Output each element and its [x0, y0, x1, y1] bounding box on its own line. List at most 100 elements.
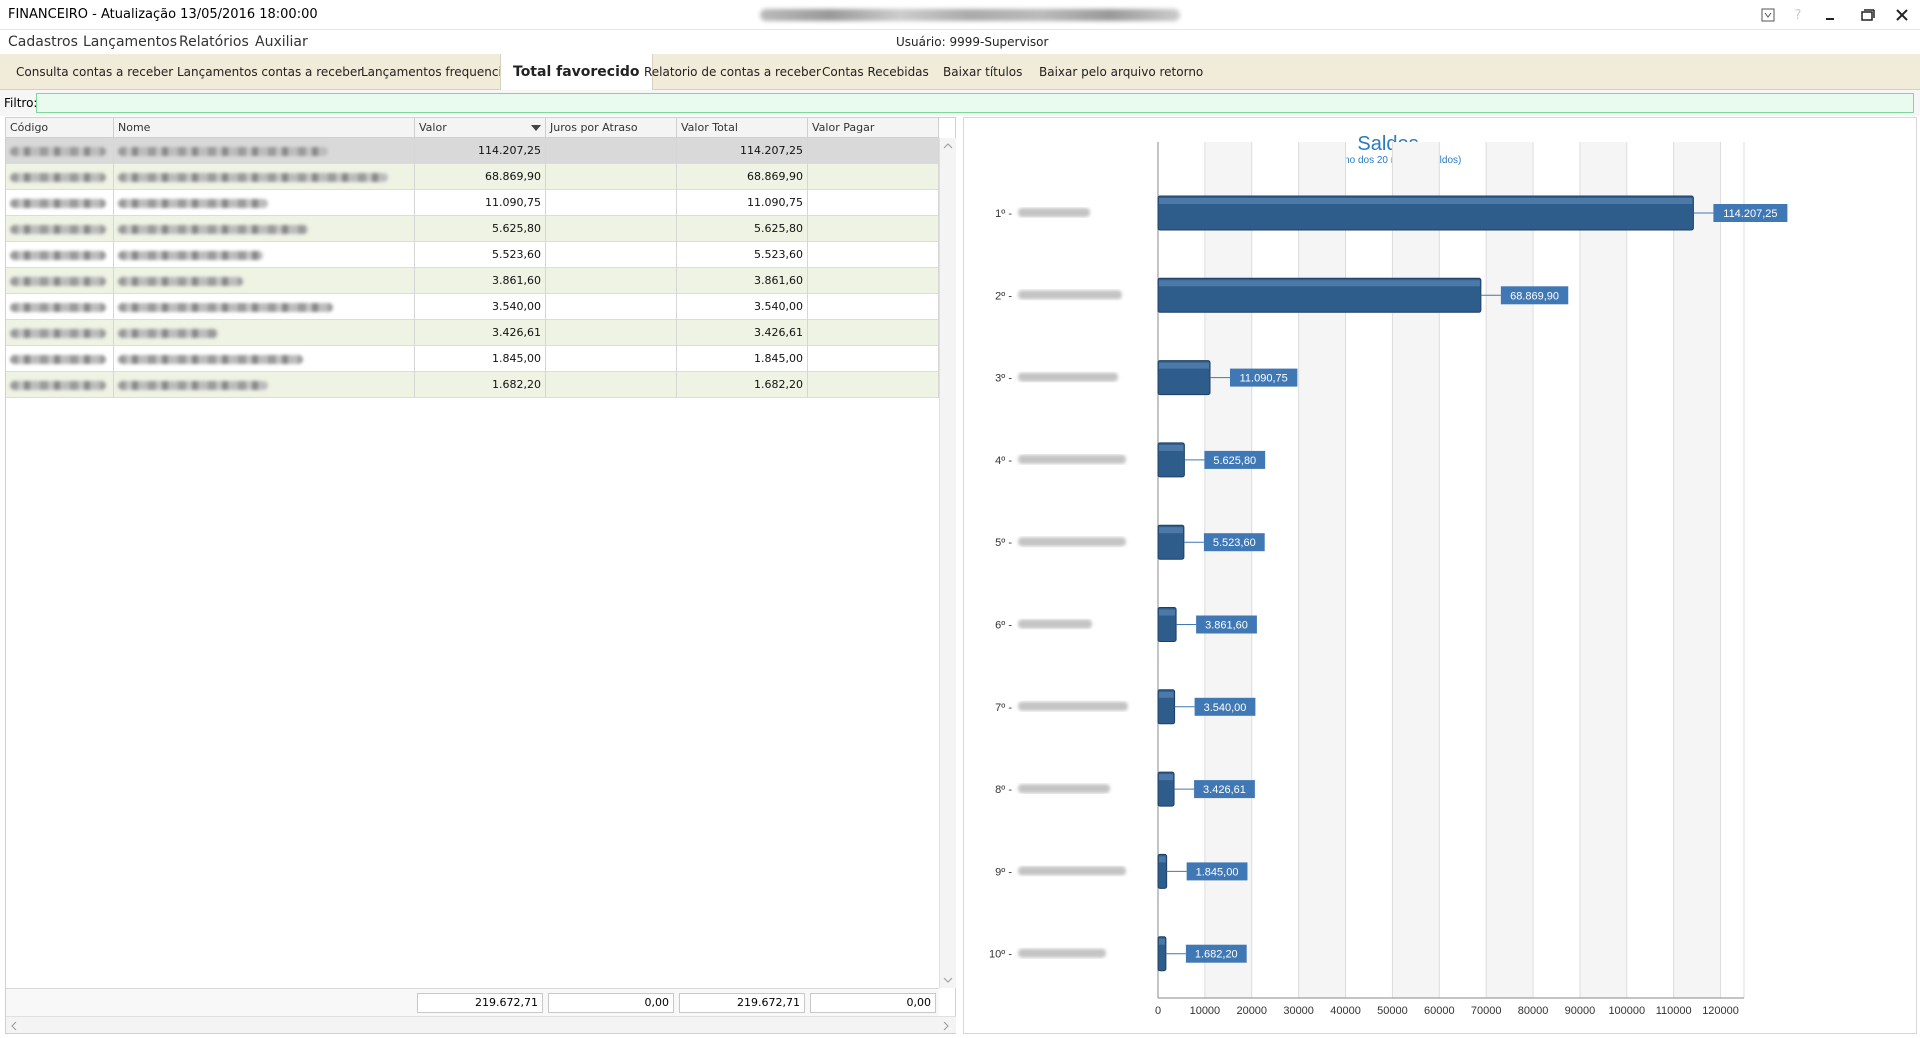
table-row[interactable]: 1.682,20 1.682,20	[6, 372, 939, 398]
restore-icon[interactable]	[1854, 4, 1882, 26]
filter-label: Filtro:	[4, 96, 38, 110]
redacted-text	[10, 303, 106, 312]
filter-input[interactable]	[36, 93, 1914, 113]
data-label: 1.682,20	[1195, 949, 1238, 961]
col-header-nome[interactable]: Nome	[114, 118, 415, 138]
redacted-category-name	[1018, 537, 1126, 547]
col-header-valor-total[interactable]: Valor Total	[677, 118, 808, 138]
redacted-text	[10, 329, 106, 338]
cell-valor: 1.845,00	[415, 346, 546, 372]
y-category-label: 3º -	[995, 373, 1012, 385]
redacted-text	[10, 225, 106, 234]
window-title: FINANCEIRO - Atualização 13/05/2016 18:0…	[8, 7, 318, 22]
cell-valor: 5.625,80	[415, 216, 546, 242]
menu-relatorios[interactable]: Relatórios	[179, 34, 249, 50]
bar-highlight	[1159, 856, 1166, 863]
tab-bar: Consulta contas a receber Lançamentos co…	[0, 54, 1920, 90]
cell-codigo	[6, 268, 114, 294]
grid-band	[1298, 142, 1346, 998]
tab-lancamentos-contas-receber[interactable]: Lançamentos contas a receber	[177, 65, 363, 79]
redacted-text	[118, 173, 388, 182]
bar	[1157, 360, 1211, 396]
tab-consulta-contas-receber[interactable]: Consulta contas a receber	[16, 65, 174, 79]
redacted-category-name	[1018, 784, 1110, 794]
redacted-text	[10, 381, 106, 390]
total-valor-total: 219.672,71	[679, 993, 805, 1013]
redacted-text	[10, 173, 106, 182]
table-row[interactable]: 5.523,60 5.523,60	[6, 242, 939, 268]
cell-valor-total: 114.207,25	[677, 138, 808, 164]
redacted-text	[118, 277, 243, 286]
cell-valor-total: 11.090,75	[677, 190, 808, 216]
bar-highlight	[1159, 609, 1176, 616]
tab-lancamentos-frequencia[interactable]: Lançamentos frequencia	[361, 65, 510, 79]
bar	[1157, 689, 1176, 725]
menu-auxiliar[interactable]: Auxiliar	[255, 34, 308, 50]
cell-nome	[114, 242, 415, 268]
cell-nome	[114, 372, 415, 398]
minimize-icon[interactable]	[1816, 4, 1844, 26]
cell-juros	[546, 346, 677, 372]
redacted-category-name	[1018, 208, 1090, 217]
col-header-codigo[interactable]: Código	[6, 118, 114, 138]
cell-juros	[546, 294, 677, 320]
cell-valor-pagar	[808, 138, 939, 164]
cell-codigo	[6, 346, 114, 372]
sort-desc-icon	[531, 125, 541, 131]
table-row[interactable]: 3.861,60 3.861,60	[6, 268, 939, 294]
tab-contas-recebidas[interactable]: Contas Recebidas	[822, 65, 929, 79]
col-header-valor[interactable]: Valor	[415, 118, 546, 138]
cell-nome	[114, 320, 415, 346]
cell-nome	[114, 294, 415, 320]
data-grid: Código Nome Valor Juros por Atraso Valor…	[5, 117, 956, 1034]
y-category-label: 10º -	[989, 949, 1012, 961]
x-tick-label: 50000	[1377, 1005, 1408, 1017]
col-header-valor-label: Valor	[419, 121, 447, 134]
grid-band	[1392, 142, 1440, 998]
grid-totals: 219.672,71 0,00 219.672,71 0,00	[6, 988, 939, 1016]
cell-nome	[114, 190, 415, 216]
vertical-scrollbar[interactable]	[939, 138, 956, 988]
bar-highlight	[1159, 527, 1183, 534]
bar-highlight	[1159, 362, 1209, 369]
horizontal-scrollbar[interactable]	[6, 1016, 956, 1033]
redacted-category-name	[1018, 701, 1128, 711]
data-label-box	[1186, 862, 1248, 881]
cell-juros	[546, 138, 677, 164]
table-row[interactable]: 68.869,90 68.869,90	[6, 164, 939, 190]
redacted-text	[118, 303, 333, 312]
tab-baixar-arquivo-retorno[interactable]: Baixar pelo arquivo retorno	[1039, 65, 1204, 79]
close-icon[interactable]	[1888, 4, 1916, 26]
cell-valor: 114.207,25	[415, 138, 546, 164]
help-icon[interactable]: ?	[1794, 7, 1802, 23]
redacted-text	[118, 251, 263, 260]
cell-valor-total: 68.869,90	[677, 164, 808, 190]
chevron-down-icon[interactable]	[1754, 4, 1782, 26]
tab-baixar-titulos[interactable]: Baixar títulos	[943, 65, 1023, 79]
cell-valor: 3.861,60	[415, 268, 546, 294]
col-header-valor-pagar[interactable]: Valor Pagar	[808, 118, 939, 138]
col-header-juros[interactable]: Juros por Atraso	[546, 118, 677, 138]
cell-valor: 3.426,61	[415, 320, 546, 346]
cell-codigo	[6, 190, 114, 216]
tab-total-favorecido[interactable]: Total favorecido	[500, 54, 653, 90]
redacted-text	[118, 381, 268, 390]
menu-cadastros[interactable]: Cadastros	[8, 34, 78, 50]
x-tick-label: 30000	[1283, 1005, 1314, 1017]
cell-valor: 1.682,20	[415, 372, 546, 398]
table-row[interactable]: 3.426,61 3.426,61	[6, 320, 939, 346]
table-row[interactable]: 11.090,75 11.090,75	[6, 190, 939, 216]
menu-lancamentos[interactable]: Lançamentos	[83, 34, 178, 50]
cell-valor-total: 1.682,20	[677, 372, 808, 398]
table-row[interactable]: 3.540,00 3.540,00	[6, 294, 939, 320]
chart-subtitle: (Resumo dos 20 maiores saldos)	[1315, 155, 1462, 166]
data-label-box	[1196, 615, 1257, 634]
table-row[interactable]: 114.207,25 114.207,25	[6, 138, 939, 164]
x-tick-label: 0	[1155, 1005, 1161, 1017]
tab-relatorio-contas-receber[interactable]: Relatorio de contas a receber	[644, 65, 821, 79]
data-label: 3.861,60	[1205, 620, 1248, 632]
table-row[interactable]: 5.625,80 5.625,80	[6, 216, 939, 242]
table-row[interactable]: 1.845,00 1.845,00	[6, 346, 939, 372]
x-tick-label: 80000	[1518, 1005, 1549, 1017]
cell-valor: 3.540,00	[415, 294, 546, 320]
